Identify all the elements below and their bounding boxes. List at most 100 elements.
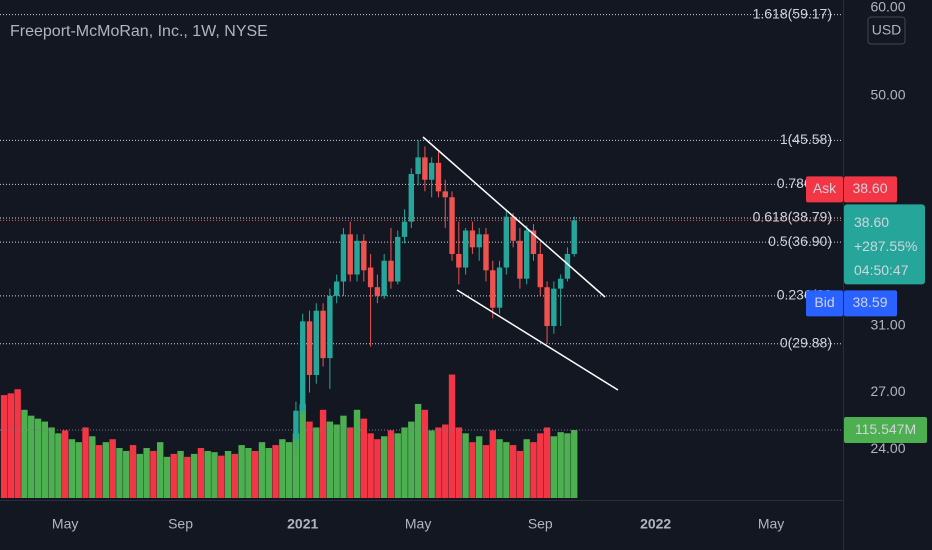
volume-bar (509, 445, 517, 498)
volume-bar (394, 433, 401, 498)
volume-bar (272, 445, 279, 498)
volume-bar (14, 389, 21, 498)
candle-body (415, 157, 421, 175)
volume-bar (0, 395, 8, 498)
volume-bar (428, 430, 435, 498)
volume-bar (258, 442, 266, 498)
volume-bar (360, 418, 368, 498)
candle-body (401, 221, 408, 237)
candle-body (320, 310, 326, 359)
volume-bar (462, 433, 469, 498)
volume-bar (163, 456, 171, 498)
chart-title: Freeport-McMoRan, Inc., 1W, NYSE (10, 23, 268, 40)
volume-bar (55, 433, 62, 498)
y-tick-label: 24.00 (870, 440, 905, 456)
candle-body (524, 230, 530, 279)
volume-bar (41, 421, 48, 498)
volume-bar (353, 409, 361, 498)
volume-bar (374, 439, 381, 498)
volume-bar (442, 424, 449, 498)
candle-body (395, 236, 401, 282)
candle-body (564, 253, 571, 279)
ask-tag (806, 176, 843, 203)
candle-body (557, 278, 564, 289)
x-tick-label: May (758, 516, 784, 532)
volume-tag (844, 417, 927, 444)
volume-bar (204, 450, 211, 498)
axes: 60.00 50.00 31.00 27.00 24.00 May Sep 2021 May Se… (52, 0, 906, 532)
volume-bar (28, 415, 35, 498)
ask-label: Ask (813, 180, 837, 196)
bid-price-tag (844, 290, 897, 317)
volume-bar (340, 415, 347, 498)
candle-body (306, 321, 313, 376)
candle-body (422, 157, 428, 180)
currency-button[interactable] (867, 16, 906, 45)
volume-bar (367, 433, 374, 498)
trend-line-upper (422, 136, 606, 298)
volume-bar (475, 436, 483, 498)
volume-bar (218, 455, 225, 498)
price-tags: Ask 38.60 38.60 +287.55% 04:50:47 Bid 38.59 115… (806, 176, 927, 444)
volume-bar (143, 448, 150, 498)
volume-bar (285, 442, 293, 498)
candle-body (456, 253, 462, 268)
volume-bar (75, 442, 82, 498)
volume-bar (82, 427, 89, 498)
candle-body (537, 253, 543, 288)
candle-body (483, 234, 489, 271)
volume-bar (448, 374, 456, 498)
volume-bar (537, 433, 544, 498)
volume-bar (177, 450, 184, 498)
candle-body (510, 216, 516, 241)
volume-bar (265, 448, 272, 498)
currency-label[interactable]: USD (872, 22, 902, 38)
volume-bar (7, 393, 15, 498)
volume-bar (123, 450, 130, 498)
volume-bar (224, 450, 232, 498)
candle-body (496, 267, 503, 308)
last-price: 38.60 (854, 214, 889, 230)
volume-bar (496, 439, 503, 498)
y-tick-label: 31.00 (870, 317, 905, 333)
candle-body (367, 267, 374, 288)
volume-bar (238, 445, 245, 498)
candle-body (300, 321, 306, 411)
volume-bar (489, 430, 496, 498)
ask-price-tag (844, 176, 897, 203)
bid-price: 38.59 (852, 294, 887, 310)
volume-bar (170, 453, 177, 498)
candle-body (333, 281, 340, 296)
candle-body (449, 197, 455, 254)
volume-value: 115.547M (855, 421, 916, 437)
volume-bar (89, 436, 96, 498)
plot-area: 1.618(59.17)1(45.58)0.786(410.618(38.79)… (0, 5, 843, 498)
volume-bar (482, 445, 490, 498)
candle-body (435, 162, 442, 192)
x-tick-label: 2021 (287, 516, 318, 532)
candle-body (517, 240, 523, 279)
x-tick-label: Sep (528, 516, 553, 532)
volume-bar (190, 453, 198, 498)
volume-bar (333, 424, 340, 498)
fib-level-label: 0(29.88) (780, 334, 832, 350)
x-tick-label: Sep (168, 516, 193, 532)
volume-bar (523, 439, 530, 498)
volume-bar (326, 421, 334, 498)
volume-bar (571, 430, 578, 498)
candle-body (442, 191, 448, 198)
volume-bar (455, 427, 463, 498)
volume-bar (245, 448, 252, 498)
fib-level-label: 0.618(38.79) (753, 209, 832, 225)
x-tick-label: 2022 (640, 516, 671, 532)
candle-body (327, 295, 333, 359)
candle-body (462, 230, 469, 268)
volume-bar (48, 427, 55, 498)
volume-bar (129, 445, 137, 498)
volume-bar (319, 409, 327, 498)
volume-bar (313, 427, 320, 498)
volume-bar (421, 409, 429, 498)
bid-label: Bid (814, 294, 834, 310)
price-change: +287.55% (854, 238, 917, 254)
